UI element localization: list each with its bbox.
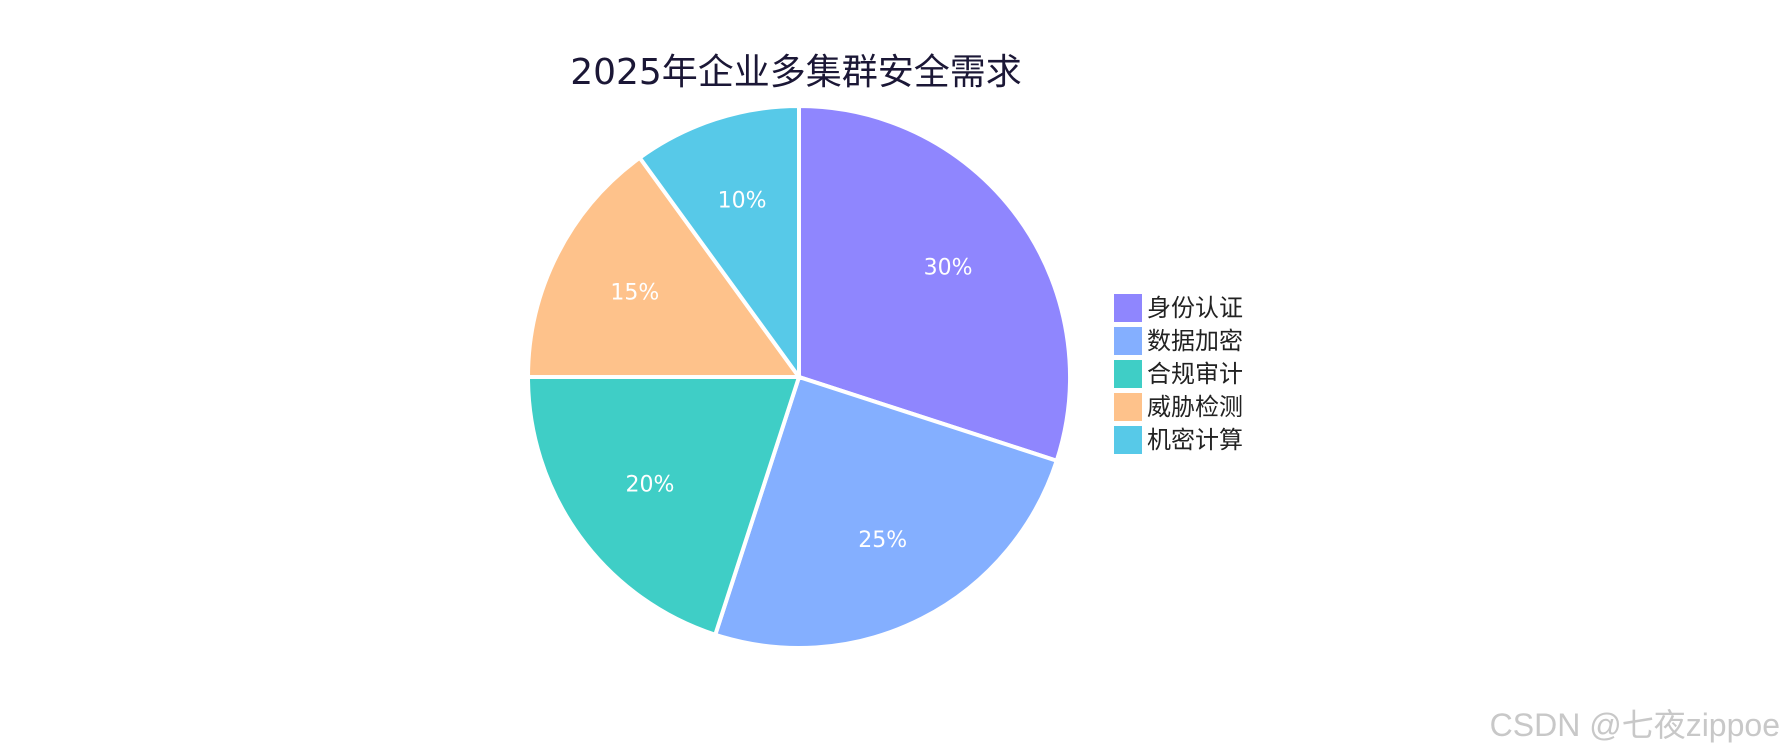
pie-slice [713, 375, 1059, 650]
legend-swatch [1114, 294, 1142, 322]
legend-item-label: 数据加密 [1147, 327, 1243, 355]
pie-slice [526, 155, 801, 379]
slice-percent-label: 25% [858, 528, 907, 553]
legend-item-label: 威胁检测 [1147, 393, 1243, 421]
legend-swatch [1114, 426, 1142, 454]
pie-slice [637, 104, 801, 379]
slice-percent-label: 30% [924, 256, 973, 281]
slice-percent-label: 15% [610, 280, 659, 305]
chart-title: 2025年企业多集群安全需求 [570, 52, 1022, 93]
pie-slice [526, 375, 801, 637]
legend-swatch [1114, 327, 1142, 355]
slice-percent-label: 10% [718, 189, 767, 214]
slice-percent-label: 20% [625, 472, 674, 497]
legend-item-label: 机密计算 [1147, 426, 1243, 454]
legend-item-label: 身份认证 [1147, 294, 1243, 322]
watermark: CSDN @七夜zippoe [1489, 707, 1780, 743]
legend-item-label: 合规审计 [1147, 360, 1243, 388]
legend-swatch [1114, 360, 1142, 388]
pie-slice [797, 104, 1072, 463]
legend-swatch [1114, 393, 1142, 421]
